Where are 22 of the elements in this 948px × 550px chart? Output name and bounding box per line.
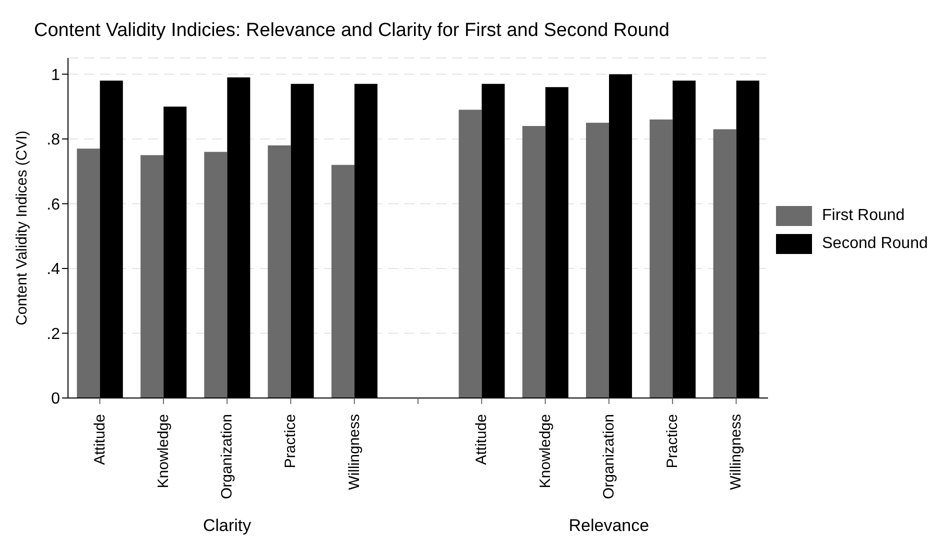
y-tick-label: 0 — [51, 390, 60, 408]
x-tick-label: Knowledge — [536, 414, 554, 488]
x-tick-label: Willingness — [346, 414, 363, 490]
x-tick-label: Organization — [218, 414, 236, 500]
x-tick-label: Willingness — [728, 414, 745, 490]
y-axis-title: Content Validity Indices (CVI) — [13, 130, 30, 326]
text: Clarity — [202, 516, 252, 536]
y-tick-label: .6 — [46, 196, 60, 214]
x-tick-label: Attitude — [91, 414, 108, 465]
y-tick-label: .8 — [46, 132, 60, 149]
legend-label: First Round — [821, 206, 906, 226]
y-tick-label: 1 — [51, 66, 60, 84]
x-tick-label: Organization — [600, 414, 618, 500]
chart-title: Content Validity Indicies: Relevance and Clarity for First and Second Round — [34, 20, 670, 42]
text: Relevance — [568, 516, 650, 536]
x-tick-label: Knowledge — [154, 414, 172, 488]
y-tick-label: .4 — [46, 261, 60, 278]
y-tick-label: .2 — [46, 326, 60, 343]
x-tick-label: Attitude — [473, 414, 490, 465]
legend-label: Second Round — [821, 234, 928, 254]
x-tick-label: Practice — [664, 414, 682, 468]
x-tick-label: Practice — [282, 414, 300, 468]
